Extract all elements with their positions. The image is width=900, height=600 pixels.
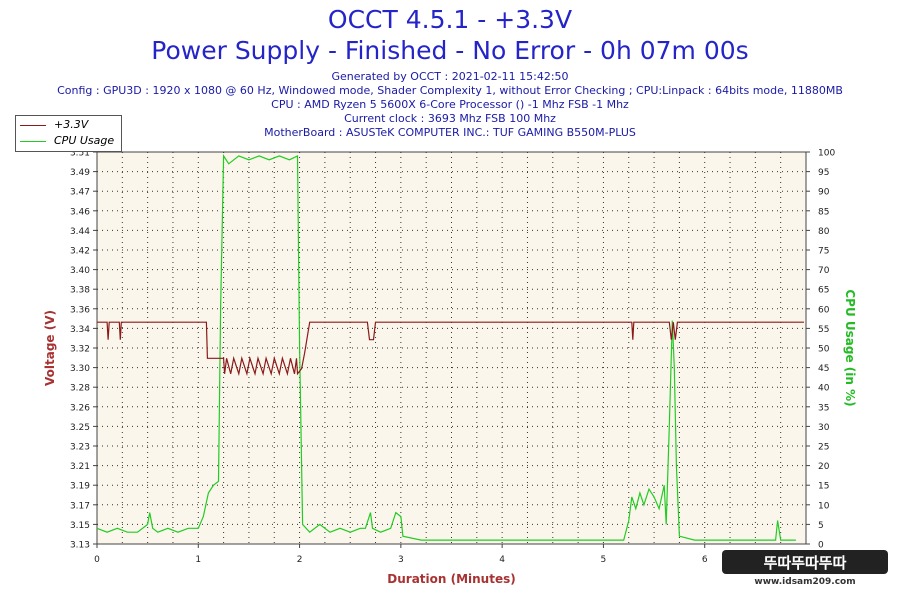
y-tick-label-left: 3.42 [70,247,90,257]
y-tick-label-left: 3.19 [70,482,90,492]
y-tick-label-left: 3.32 [70,345,90,355]
watermark-text: www.idsam209.com [754,577,855,587]
y-tick-label-left: 3.44 [70,227,90,237]
x-tick-label: 2 [297,555,303,565]
cpu-info: CPU : AMD Ryzen 5 5600X 6-Core Processor… [271,98,629,111]
svg-text:뚜따뚜따뚜따: 뚜따뚜따뚜따 [764,554,847,572]
y-tick-label-left: 3.51 [70,149,90,159]
x-tick-label: 1 [195,555,201,565]
y-tick-label-left: 3.47 [70,188,90,198]
x-tick-label: 5 [601,555,607,565]
x-tick-label: 0 [94,555,100,565]
y-tick-label-right: 40 [818,384,830,394]
y-tick-label-right: 100 [818,149,835,159]
chart-legend: +3.3V CPU Usage [15,115,122,152]
y-axis-label-right: CPU Usage (in %) [843,289,857,406]
y-tick-label-right: 0 [818,541,824,551]
y-tick-label-right: 55 [818,325,829,335]
series-line-voltage [97,321,804,377]
config-info: Config : GPU3D : 1920 x 1080 @ 60 Hz, Wi… [57,84,843,97]
y-tick-label-right: 30 [818,423,830,433]
legend-item-cpu: CPU Usage [20,133,114,149]
legend-label-cpu: CPU Usage [54,134,115,147]
y-tick-label-right: 95 [818,168,829,178]
y-tick-label-right: 85 [818,207,829,217]
y-tick-label-left: 3.23 [70,443,90,453]
y-tick-label-left: 3.17 [70,501,90,511]
y-tick-label-left: 3.49 [70,168,90,178]
y-tick-label-left: 3.34 [70,325,90,335]
y-tick-label-right: 5 [818,521,824,531]
y-tick-label-left: 3.28 [70,384,90,394]
y-tick-label-left: 3.40 [70,266,90,276]
y-tick-label-left: 3.26 [70,403,90,413]
clock-info: Current clock : 3693 Mhz FSB 100 Mhz [344,112,556,125]
y-tick-label-right: 70 [818,266,830,276]
x-tick-label: 3 [398,555,404,565]
chart-title: OCCT 4.5.1 - +3.3V [327,5,573,34]
y-axis-label-left: Voltage (V) [43,310,57,386]
legend-label-voltage: +3.3V [54,118,89,131]
chart-subtitle: Power Supply - Finished - No Error - 0h … [151,36,749,65]
legend-line-voltage [20,124,46,126]
x-tick-label: 4 [499,555,505,565]
y-tick-label-right: 50 [818,345,830,355]
y-tick-label-left: 3.13 [70,541,90,551]
y-tick-label-left: 3.30 [70,364,90,374]
y-tick-label-left: 3.46 [70,207,90,217]
y-tick-label-right: 60 [818,305,830,315]
motherboard-info: MotherBoard : ASUSTeK COMPUTER INC.: TUF… [264,126,636,139]
y-tick-label-right: 20 [818,462,830,472]
y-tick-label-right: 25 [818,443,829,453]
y-tick-label-left: 3.15 [70,521,90,531]
y-tick-label-left: 3.21 [70,462,90,472]
y-tick-label-right: 35 [818,403,829,413]
y-tick-label-right: 80 [818,227,830,237]
y-tick-label-right: 65 [818,286,829,296]
y-tick-label-left: 3.25 [70,423,90,433]
watermark-logo: 뚜따뚜따뚜따 www.idsam209.com [722,550,888,587]
legend-line-cpu [20,140,46,142]
x-tick-label: 6 [702,555,708,565]
legend-item-voltage: +3.3V [20,117,88,133]
y-tick-label-right: 75 [818,247,829,257]
series-line-cpu-usage [96,153,796,541]
y-tick-label-right: 90 [818,188,830,198]
y-tick-label-left: 3.36 [70,305,90,315]
y-tick-label-right: 15 [818,482,829,492]
y-tick-label-right: 10 [818,501,830,511]
y-tick-label-left: 3.38 [70,286,90,296]
x-axis-label: Duration (Minutes) [387,572,515,586]
y-tick-label-right: 45 [818,364,829,374]
generated-info: Generated by OCCT : 2021-02-11 15:42:50 [331,70,569,83]
